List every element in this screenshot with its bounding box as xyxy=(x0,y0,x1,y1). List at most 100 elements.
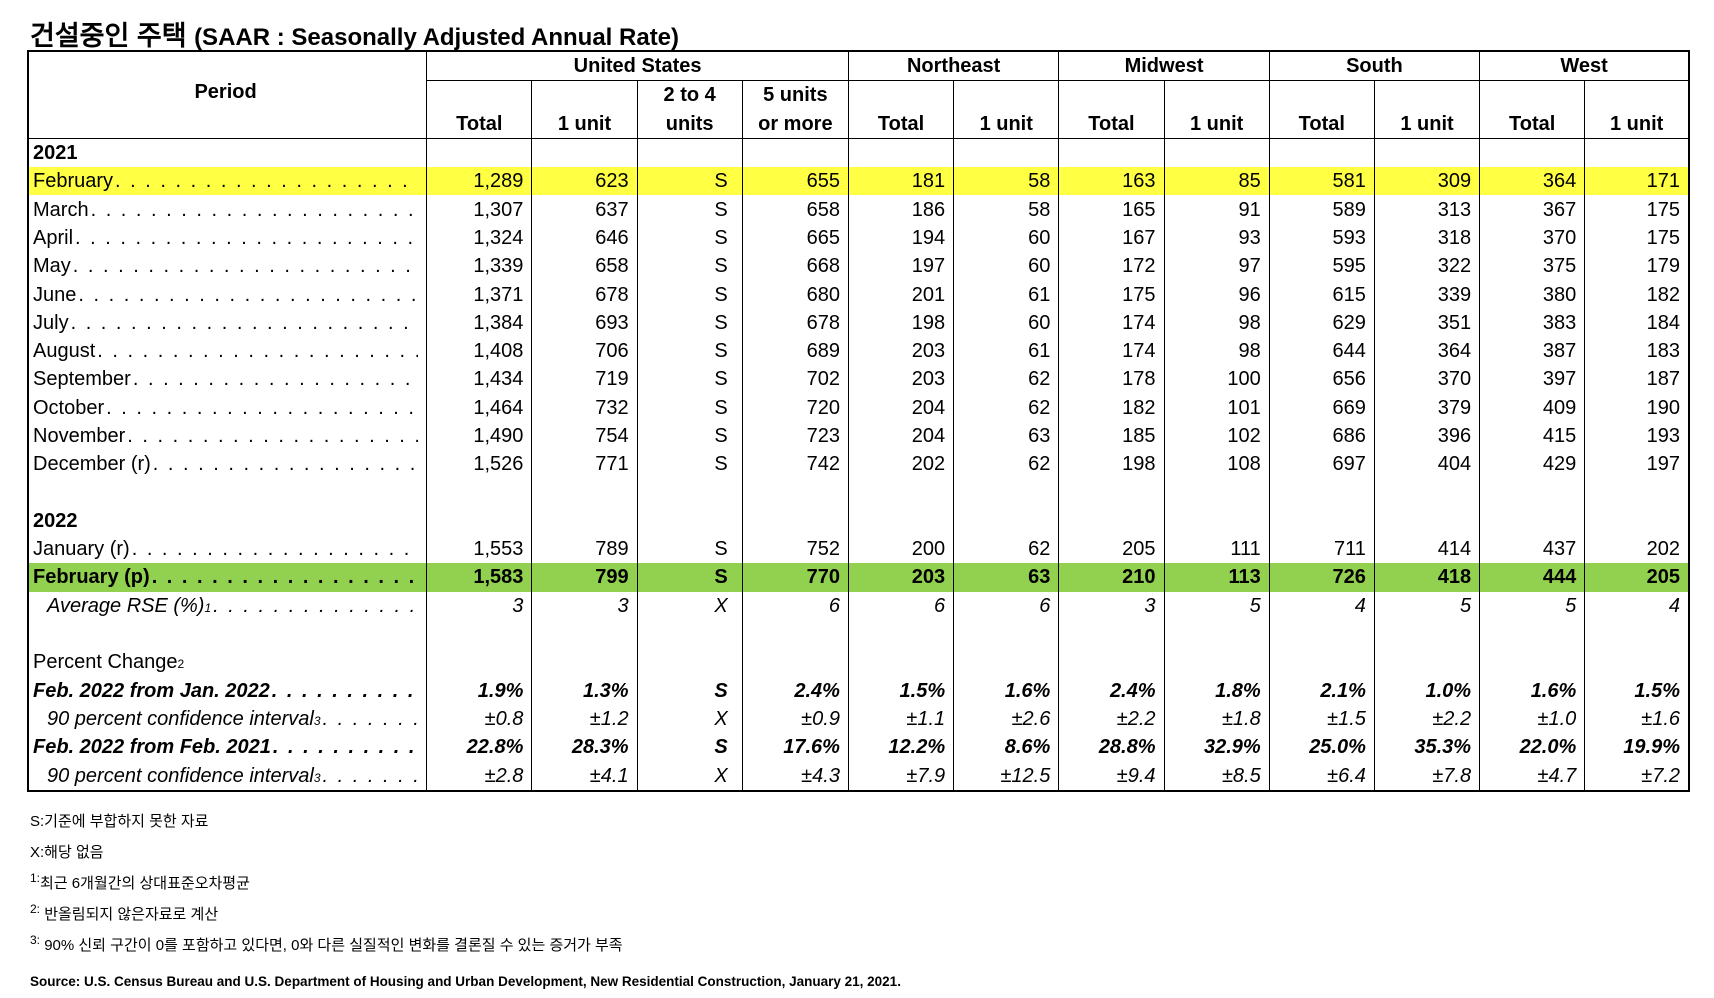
cell-value: 204 xyxy=(847,393,954,422)
cell-value: 719 xyxy=(531,365,638,394)
cell-value: 799 xyxy=(531,563,638,592)
cell-value: 726 xyxy=(1268,563,1375,592)
leader-dots: . . . . . . . . . . . . . . . . . . . . … xyxy=(272,736,418,759)
col-mw-total: Total xyxy=(1058,109,1165,139)
table-row: March. . . . . . . . . . . . . . . . . .… xyxy=(28,195,1689,224)
cell-value: 658 xyxy=(741,195,849,224)
cell-value: 3 xyxy=(1058,591,1165,620)
cell-value: 1,434 xyxy=(426,365,532,394)
col-ne-total: Total xyxy=(847,109,954,139)
cell-value: 752 xyxy=(741,535,849,564)
col-us-1unit: 1 unit xyxy=(531,109,638,139)
cell-value: 201 xyxy=(847,280,954,309)
cell-value: 1.6% xyxy=(1479,676,1585,705)
cell-value: S xyxy=(636,365,743,394)
leader-dots: . . . . . . . . . . . . . . . . . . . . … xyxy=(97,340,418,363)
cell-value: 1,289 xyxy=(426,167,532,196)
cell-value: 175 xyxy=(1058,280,1165,309)
cell-value: ±2.8 xyxy=(426,761,532,791)
cell-value: 204 xyxy=(847,421,954,451)
row-label-text: 90 percent confidence interval xyxy=(47,707,314,730)
leader-dots: . . . . . . . . . . . . . . . . . . . . … xyxy=(152,453,418,476)
cell-value: 98 xyxy=(1163,308,1270,337)
row-label-text: Feb. 2022 from Feb. 2021 xyxy=(33,736,271,759)
cell-value: X xyxy=(636,591,743,620)
col-5plus-line1: 5 units xyxy=(741,80,849,110)
cell-value: 637 xyxy=(531,195,638,224)
cell-value: 1.5% xyxy=(1584,676,1689,705)
cell-value: 1,384 xyxy=(426,308,532,337)
cell-value: 61 xyxy=(953,280,1059,309)
cell-value: 364 xyxy=(1479,167,1585,196)
cell-value: 100 xyxy=(1163,365,1270,394)
table-row: January (r). . . . . . . . . . . . . . .… xyxy=(28,535,1689,564)
cell-value: 63 xyxy=(953,563,1059,592)
col-s-1unit: 1 unit xyxy=(1373,109,1480,139)
cell-value: 60 xyxy=(953,223,1059,253)
col-w-total: Total xyxy=(1479,109,1585,139)
cell-value: 185 xyxy=(1058,421,1165,451)
leader-dots: . . . . . . . . . . . . . . . . . . . . … xyxy=(70,311,419,334)
cell-value: 91 xyxy=(1163,195,1270,224)
cell-value: 35.3% xyxy=(1373,733,1480,762)
cell-value: 179 xyxy=(1584,252,1689,281)
cell-value: 370 xyxy=(1373,365,1480,394)
cell-value: 2.4% xyxy=(1058,676,1165,705)
year-row: 2022 xyxy=(28,506,1689,536)
row-label: September. . . . . . . . . . . . . . . .… xyxy=(28,365,428,394)
cell-value: 644 xyxy=(1268,336,1375,366)
rse-row: Average RSE (%) 1. . . . . . . . . . . . … xyxy=(28,591,1689,620)
row-label: May. . . . . . . . . . . . . . . . . . .… xyxy=(28,252,428,281)
note-2: 2: 반올림되지 않은자료로 계산 xyxy=(30,903,623,925)
cell-value: X xyxy=(636,761,743,791)
table-row: February (p). . . . . . . . . . . . . . … xyxy=(28,563,1689,592)
row-label: 90 percent confidence interval 3. . . . .… xyxy=(28,704,428,734)
row-label: December (r). . . . . . . . . . . . . . … xyxy=(28,450,428,479)
row-label: July. . . . . . . . . . . . . . . . . . … xyxy=(28,308,428,337)
cell-value: S xyxy=(636,421,743,451)
leader-dots: . . . . . . . . . . . . . . . . . . . . … xyxy=(271,679,418,702)
cell-value: 702 xyxy=(741,365,849,394)
cell-value: 93 xyxy=(1163,223,1270,253)
cell-value: 1.6% xyxy=(953,676,1059,705)
cell-value: 85 xyxy=(1163,167,1270,196)
row-label-text: February (p) xyxy=(33,566,150,589)
cell-value: 429 xyxy=(1479,450,1585,479)
cell-value: 171 xyxy=(1584,167,1689,196)
cell-value: 4 xyxy=(1584,591,1689,620)
col-5plus-line2: or more xyxy=(741,109,849,139)
note-1: 1:최근 6개월간의 상대표준오차평균 xyxy=(30,872,623,894)
row-label-text: 90 percent confidence interval xyxy=(47,764,314,787)
leader-dots: . . . . . . . . . . . . . . . . . . . . … xyxy=(72,255,418,278)
cell-value: 167 xyxy=(1058,223,1165,253)
confidence-row: 90 percent confidence interval 3. . . . .… xyxy=(28,704,1689,734)
table-row: October. . . . . . . . . . . . . . . . .… xyxy=(28,393,1689,422)
note-3-mark: 3: xyxy=(30,933,41,947)
cell-value: 678 xyxy=(531,280,638,309)
cell-value: 175 xyxy=(1584,223,1689,253)
cell-value: ±7.9 xyxy=(847,761,954,791)
group-south: South xyxy=(1268,51,1480,82)
leader-dots: . . . . . . . . . . . . . . . . . . . . … xyxy=(127,425,418,447)
cell-value: 1,408 xyxy=(426,336,532,366)
year-label: 2021 xyxy=(28,138,428,168)
row-label: Feb. 2022 from Feb. 2021. . . . . . . . … xyxy=(28,733,428,762)
group-midwest: Midwest xyxy=(1058,51,1270,82)
pct-change-header-row: Percent Change 2 xyxy=(28,648,1689,677)
row-label-text: June xyxy=(33,283,77,306)
cell-value: S xyxy=(636,393,743,422)
cell-value: 397 xyxy=(1479,365,1585,394)
cell-value: 5 xyxy=(1479,591,1585,620)
cell-value: 693 xyxy=(531,308,638,337)
cell-value: S xyxy=(636,676,743,705)
cell-value: S xyxy=(636,252,743,281)
cell-value: 1,339 xyxy=(426,252,532,281)
cell-value: ±2.2 xyxy=(1058,704,1165,734)
note-s: S:기준에 부합하지 못한 자료 xyxy=(30,813,209,830)
leader-dots: . . . . . . . . . . . . . . . . . . . . … xyxy=(322,764,419,787)
table-row: February. . . . . . . . . . . . . . . . … xyxy=(28,167,1689,196)
cell-value: 415 xyxy=(1479,421,1585,451)
cell-value: S xyxy=(636,733,743,762)
row-label-text: November xyxy=(33,425,126,447)
row-label-text: February xyxy=(33,170,114,193)
